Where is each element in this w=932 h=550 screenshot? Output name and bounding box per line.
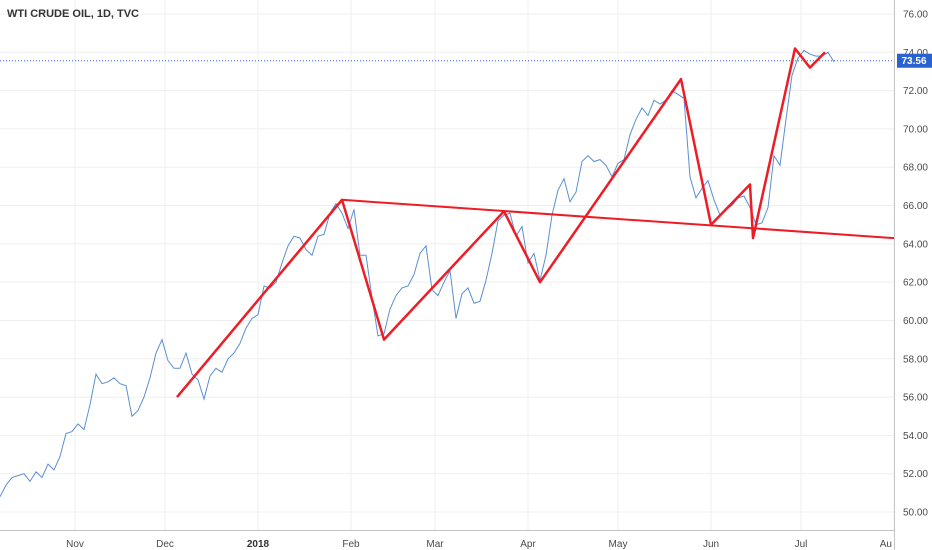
y-axis-labels: 76.00 74.00 72.00 70.00 68.00 66.00 64.00 62.00… [903, 10, 928, 519]
axes [0, 0, 895, 550]
x-tick-label: Apr [520, 539, 536, 550]
y-tick-label: 60.00 [903, 316, 928, 327]
price-series-line [0, 49, 835, 497]
x-tick-label: Feb [342, 539, 360, 550]
zigzag-annotation-line [176, 47, 826, 398]
current-price-badge: 73.56 [897, 53, 932, 68]
chart-title: WTI CRUDE OIL, 1D, TVC [7, 8, 139, 20]
y-tick-label: 68.00 [903, 163, 928, 174]
x-tick-label: Mar [426, 539, 444, 550]
x-axis-labels: Nov Dec 2018 Feb Mar Apr May Jun Jul Au [66, 539, 892, 550]
x-tick-label: Au [880, 539, 892, 550]
neckline-annotation [341, 198, 895, 240]
y-tick-label: 52.00 [903, 469, 928, 480]
x-tick-label: Dec [156, 539, 174, 550]
y-tick-label: 64.00 [903, 239, 928, 250]
x-tick-label: Jun [703, 539, 719, 550]
y-tick-label: 72.00 [903, 86, 928, 97]
y-tick-label: 54.00 [903, 431, 928, 442]
x-tick-label: 2018 [247, 539, 270, 550]
y-tick-label: 74.00 [903, 48, 928, 59]
y-tick-label: 62.00 [903, 278, 928, 289]
y-tick-label: 50.00 [903, 508, 928, 519]
x-tick-label: Jul [795, 539, 808, 550]
y-tick-label: 76.00 [903, 10, 928, 21]
current-price-label: 73.56 [901, 56, 926, 67]
y-tick-label: 58.00 [903, 354, 928, 365]
y-tick-label: 56.00 [903, 393, 928, 404]
y-tick-label: 70.00 [903, 124, 928, 135]
y-tick-label: 66.00 [903, 201, 928, 212]
x-tick-label: May [609, 539, 628, 550]
grid-lines [0, 0, 895, 530]
x-tick-label: Nov [66, 539, 84, 550]
